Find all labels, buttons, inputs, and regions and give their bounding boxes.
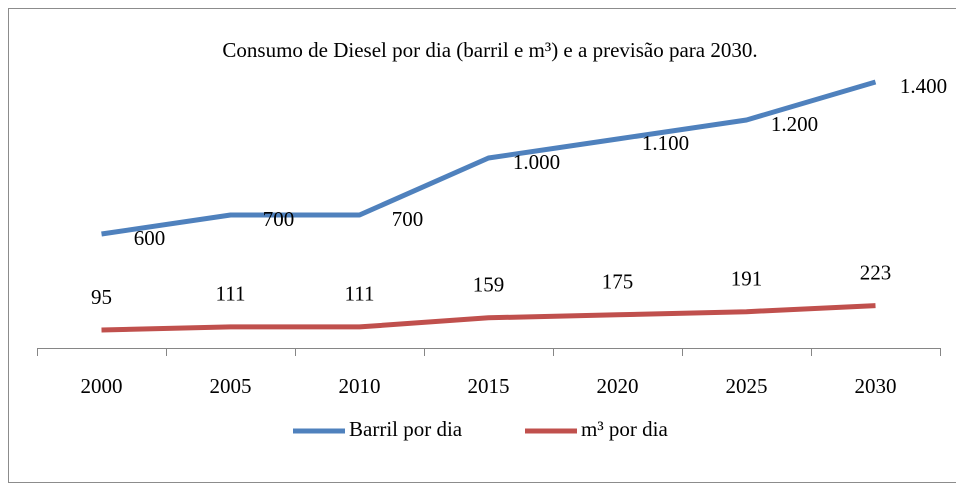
data-label: 111 [345,282,375,306]
x-tick-label: 2025 [726,374,768,398]
data-label: 1.400 [900,74,947,98]
legend-label: Barril por dia [349,417,463,441]
data-label: 111 [216,282,246,306]
data-label: 600 [134,226,166,250]
x-tick-label: 2030 [855,374,897,398]
legend-label: m³ por dia [581,417,668,441]
data-label: 700 [263,207,295,231]
chart-title: Consumo de Diesel por dia (barril e m³) … [222,38,757,62]
line-series [101,79,877,237]
data-label: 191 [731,267,763,291]
data-label: 1.200 [771,112,818,136]
x-tick-label: 2000 [81,374,123,398]
data-label: 1.100 [642,131,689,155]
data-label: 95 [91,285,112,309]
data-label: 175 [602,270,634,294]
data-label: 223 [860,260,892,284]
x-tick-label: 2005 [210,374,252,398]
x-tick-label: 2020 [597,374,639,398]
data-label: 159 [473,273,505,297]
x-tick-label: 2015 [468,374,510,398]
data-label: 1.000 [513,150,560,174]
line-series [101,303,876,333]
chart-border [8,8,956,483]
data-label: 700 [392,207,424,231]
x-tick-label: 2010 [339,374,381,398]
